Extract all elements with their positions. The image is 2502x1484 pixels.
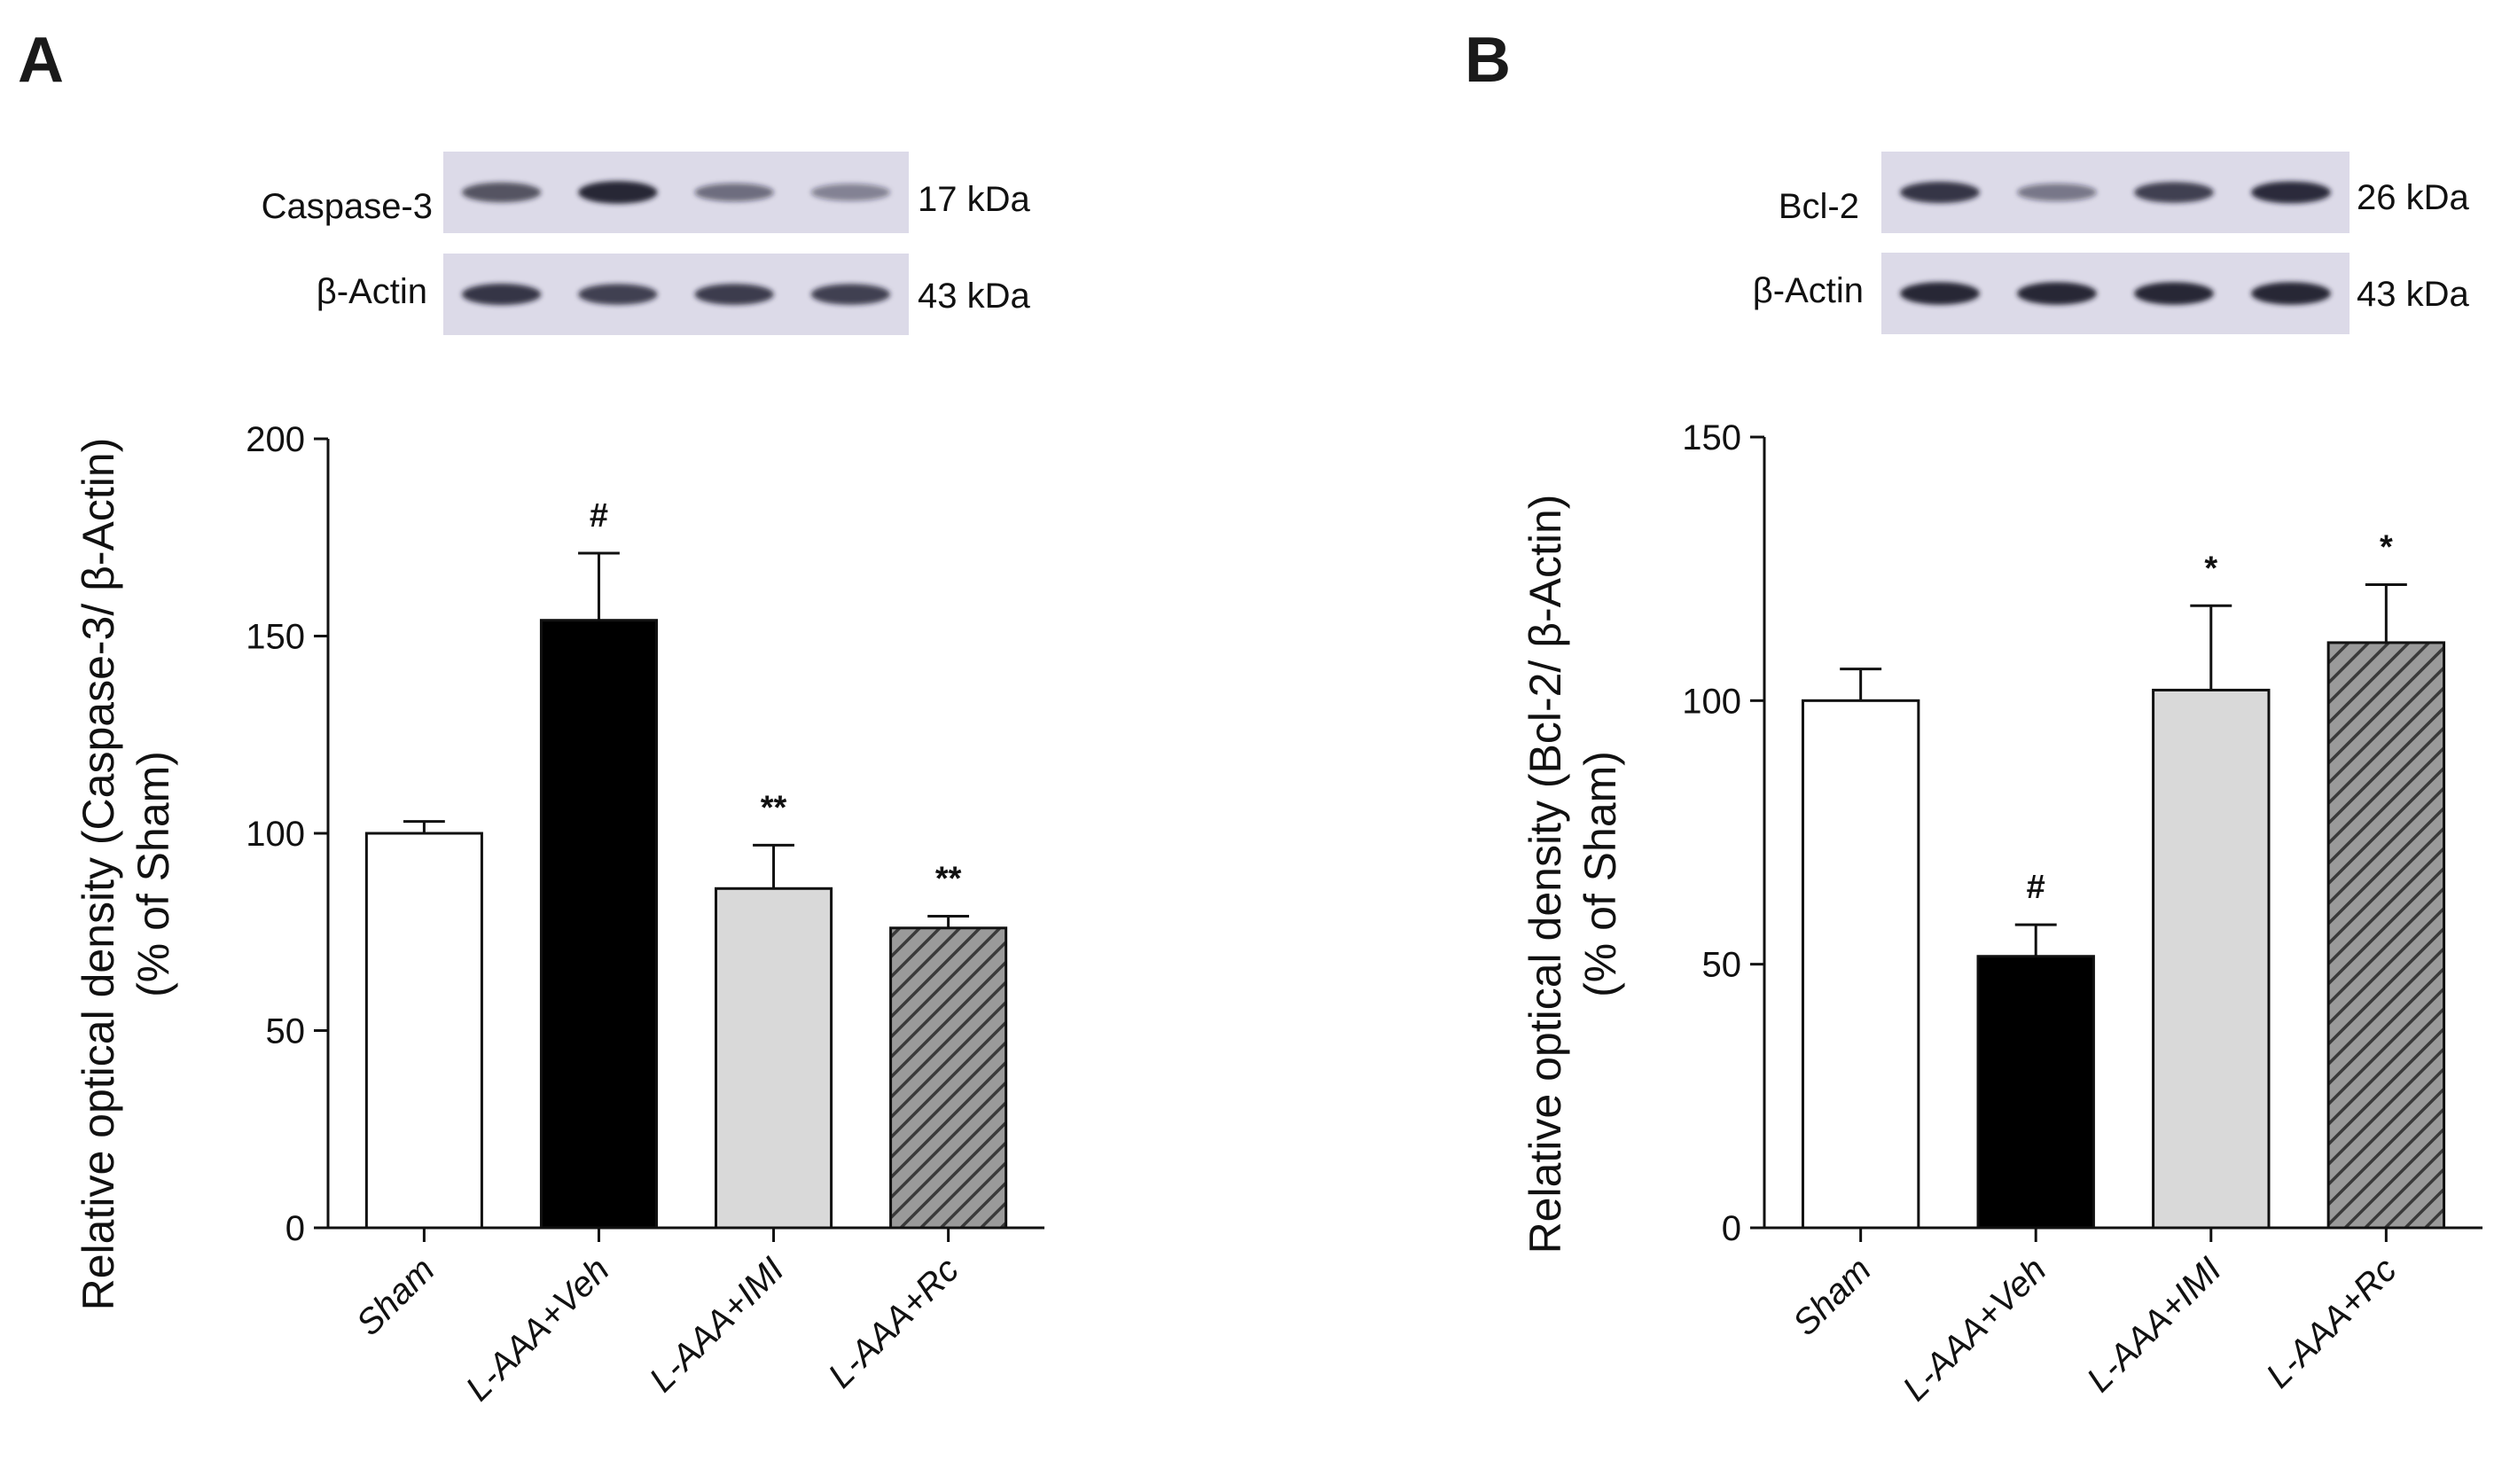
blot-label-caspase3: Caspase-3 xyxy=(262,187,433,226)
blot-band xyxy=(462,283,542,306)
significance-label: ** xyxy=(935,860,962,897)
blot-band xyxy=(2017,184,2097,201)
x-tick-label: Sham xyxy=(1786,1250,1879,1343)
blot-size-actin-b: 43 kDa xyxy=(2357,275,2469,314)
blot-band xyxy=(2251,181,2331,204)
y-tick-label: 100 xyxy=(246,815,305,854)
blot-band xyxy=(810,284,890,305)
blot-label-actin-b: β-Actin xyxy=(1753,271,1864,310)
bands-actin-a xyxy=(462,283,890,306)
ylabel-b: Relative optical density (Bcl-2/ β-Actin… xyxy=(1521,495,1625,1254)
blot-band xyxy=(462,182,542,203)
y-tick-label: 100 xyxy=(1682,682,1741,721)
y-tick-label: 150 xyxy=(1682,418,1741,457)
x-tick-label: Sham xyxy=(349,1250,442,1343)
x-tick-label: L-AAA+Veh xyxy=(458,1250,617,1409)
x-tick-label: L-AAA+IMI xyxy=(642,1250,792,1400)
chart-a: Relative optical density (Caspase-3/ β-A… xyxy=(74,420,1044,1409)
blot-label-bcl2: Bcl-2 xyxy=(1779,187,1859,226)
blot-band xyxy=(578,284,658,305)
panel-b: B Bcl-2 26 kDa β-Actin 43 kDa Relative o… xyxy=(1465,25,2482,1409)
blot-band xyxy=(694,284,774,305)
bar-l-aaa-veh xyxy=(539,619,658,1230)
blot-band xyxy=(694,183,774,202)
blot-label-actin-a: β-Actin xyxy=(317,272,427,311)
x-tick-label: L-AAA+Rc xyxy=(2259,1250,2404,1395)
ylabel-a-line2: (% of Sham) xyxy=(129,751,178,997)
bands-bcl2 xyxy=(1900,181,2331,204)
blot-size-actin-a: 43 kDa xyxy=(918,277,1030,316)
blot-band xyxy=(1900,181,1980,204)
significance-label: * xyxy=(2204,550,2217,587)
bar-l-aaa-veh xyxy=(1976,955,2095,1230)
panel-letter-b: B xyxy=(1465,25,1511,96)
ylabel-b-line2: (% of Sham) xyxy=(1575,751,1625,997)
ylabel-a-line1: Relative optical density (Caspase-3/ β-A… xyxy=(74,438,123,1311)
bar-l-aaa-rc xyxy=(889,926,1008,1230)
blot-band xyxy=(810,184,890,201)
y-tick-label: 0 xyxy=(285,1209,305,1248)
panel-a: A Caspase-3 17 kDa β-Actin 43 kDa Relati… xyxy=(18,25,1044,1409)
y-tick-label: 50 xyxy=(1702,946,1742,985)
bar-sham xyxy=(364,832,483,1230)
x-tick-label: L-AAA+IMI xyxy=(2079,1250,2229,1400)
bar-sham xyxy=(1801,699,1920,1230)
blot-band xyxy=(2251,282,2331,305)
bar-l-aaa-rc xyxy=(2326,641,2446,1230)
y-tick-label: 200 xyxy=(246,420,305,459)
y-tick-label: 150 xyxy=(246,618,305,657)
bands-actin-b xyxy=(1900,282,2331,305)
western-blot-b: Bcl-2 26 kDa β-Actin 43 kDa xyxy=(1753,152,2469,334)
significance-label: * xyxy=(2380,529,2393,566)
blot-band xyxy=(2134,282,2214,305)
y-tick-label: 50 xyxy=(266,1012,306,1051)
western-blot-a: Caspase-3 17 kDa β-Actin 43 kDa xyxy=(262,152,1030,335)
blot-band xyxy=(2134,182,2214,203)
significance-label: ** xyxy=(761,789,787,826)
significance-label: # xyxy=(2027,869,2045,906)
bar-l-aaa-imi xyxy=(2152,688,2271,1230)
blot-size-bcl2: 26 kDa xyxy=(2357,178,2469,217)
significance-label: # xyxy=(590,497,608,535)
bands-caspase3 xyxy=(462,181,890,204)
x-tick-label: L-AAA+Rc xyxy=(821,1250,966,1395)
bar-l-aaa-imi xyxy=(715,886,833,1230)
blot-band xyxy=(1900,282,1980,305)
x-tick-label: L-AAA+Veh xyxy=(1896,1250,2054,1409)
ylabel-b-line1: Relative optical density (Bcl-2/ β-Actin… xyxy=(1521,495,1570,1254)
blot-band xyxy=(2017,282,2097,305)
panel-letter-a: A xyxy=(18,25,64,96)
blot-size-caspase3: 17 kDa xyxy=(918,180,1030,219)
y-tick-label: 0 xyxy=(1722,1209,1741,1248)
blot-band xyxy=(578,181,658,204)
ylabel-a: Relative optical density (Caspase-3/ β-A… xyxy=(74,438,178,1311)
chart-b: Relative optical density (Bcl-2/ β-Actin… xyxy=(1521,418,2482,1409)
